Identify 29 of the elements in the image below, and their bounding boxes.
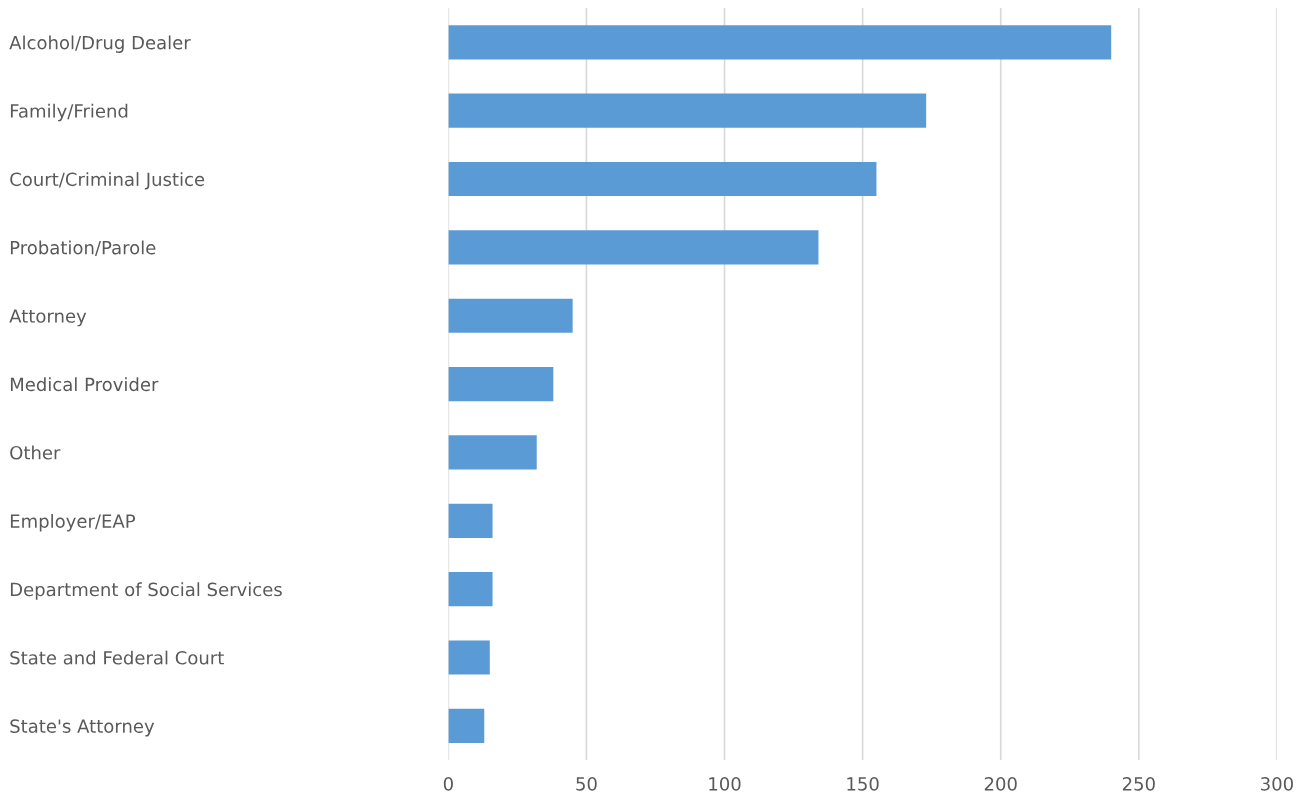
bar [448,25,1112,60]
bar [448,435,537,470]
x-tick-label: 300 [1261,777,1293,791]
y-tick-label: Department of Social Services [10,582,282,600]
bar [448,708,485,743]
y-tick-label: Alcohol/Drug Dealer [9,35,191,53]
x-tick-label: 0 [443,777,453,791]
bar [448,640,490,675]
y-tick-label: State's Attorney [10,719,155,737]
bar [448,93,927,128]
y-tick-label: Family/Friend [10,103,128,122]
bar [448,572,493,607]
y-tick-label: Employer/EAP [10,513,136,532]
bar [448,503,493,538]
x-tick-label: 150 [847,777,879,791]
y-tick-label: Other [10,445,61,460]
y-tick-label: Court/Criminal Justice [10,172,205,190]
bar [448,298,573,333]
x-tick-label: 50 [576,777,597,791]
bar [448,366,554,402]
y-tick-label: State and Federal Court [10,650,224,665]
y-tick-label: Medical Provider [10,377,159,392]
y-tick-label: Attorney [9,309,87,327]
x-tick-label: 100 [709,777,741,791]
bar [448,161,877,197]
y-tick-label: Probation/Parole [10,240,156,256]
bar [448,230,819,265]
x-tick-label: 200 [984,777,1017,791]
x-tick-label: 250 [1122,777,1155,791]
